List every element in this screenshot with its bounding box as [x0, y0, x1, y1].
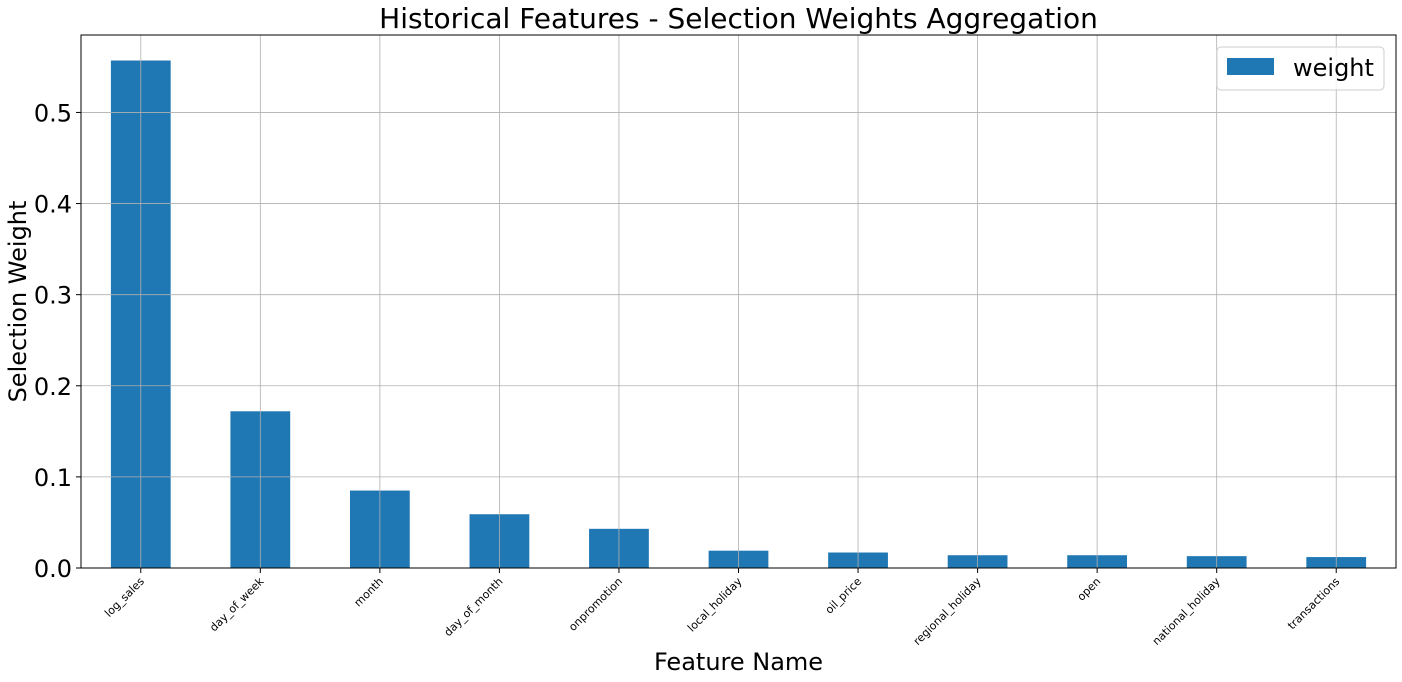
x-axis: log_sales day_of_week month day_of_month onp…	[102, 568, 1343, 648]
legend: weight	[1216, 46, 1385, 91]
x-tick-label: national_holiday	[1150, 575, 1223, 648]
legend-box	[1216, 46, 1385, 91]
y-tick-label: 0.1	[34, 464, 72, 492]
y-tick-label: 0.4	[34, 191, 72, 219]
x-tick-label: log_sales	[102, 575, 147, 620]
x-tick-label: day_of_month	[442, 575, 506, 639]
x-axis-label: Feature Name	[654, 648, 823, 676]
y-tick-label: 0.5	[34, 99, 72, 127]
x-tick-label: oil_price	[823, 575, 865, 617]
y-tick-label: 0.3	[34, 282, 72, 310]
y-tick-label: 0.0	[34, 555, 72, 583]
x-tick-label: transactions	[1285, 575, 1342, 632]
legend-entry-weight: weight	[1293, 54, 1374, 82]
x-tick-label: day_of_week	[207, 574, 267, 634]
y-axis-label: Selection Weight	[4, 201, 32, 403]
x-tick-label: open	[1075, 575, 1104, 604]
y-axis: 0.0 0.1 0.2 0.3 0.4 0.5	[34, 99, 81, 583]
x-tick-label: month	[352, 575, 386, 609]
legend-swatch-weight	[1227, 58, 1274, 75]
chart-title: Historical Features - Selection Weights …	[379, 2, 1098, 35]
x-tick-label: onpromotion	[566, 575, 625, 634]
y-tick-label: 0.2	[34, 373, 72, 401]
x-tick-label: local_holiday	[685, 575, 745, 635]
x-tick-label: regional_holiday	[911, 575, 984, 648]
